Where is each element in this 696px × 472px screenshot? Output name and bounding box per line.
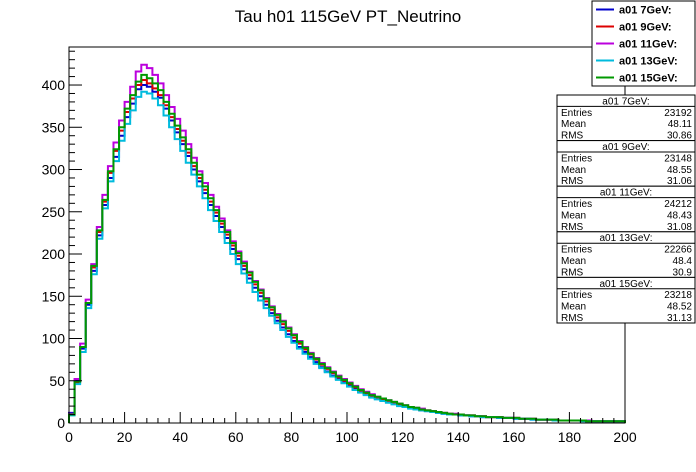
legend-label: a01 7GeV: bbox=[619, 5, 672, 17]
stats-row-label: Mean bbox=[561, 256, 586, 267]
x-tick-label: 140 bbox=[447, 429, 471, 445]
stats-row-label: Mean bbox=[561, 119, 586, 130]
x-tick-label: 180 bbox=[558, 429, 582, 445]
stats-box bbox=[556, 231, 696, 278]
series-4-histogram bbox=[68, 73, 626, 423]
chart-title: Tau h01 115GeV PT_Neutrino bbox=[235, 7, 462, 26]
stats-row-value: 48.4 bbox=[673, 256, 693, 267]
stats-row-label: Entries bbox=[561, 108, 592, 119]
x-tick-label: 40 bbox=[172, 429, 188, 445]
stats-title: a01 11GeV: bbox=[600, 188, 652, 199]
stats-row-label: Mean bbox=[561, 302, 586, 313]
stats-row-value: 23218 bbox=[664, 290, 692, 301]
stats-row-value: 48.11 bbox=[668, 119, 693, 130]
stats-row-value: 30.86 bbox=[667, 131, 692, 142]
stats-row-label: Entries bbox=[561, 199, 592, 210]
y-tick-label: 200 bbox=[42, 246, 66, 262]
stats-boxes: a01 7GeV: Entries 23192 Mean 48.11 RMS 30.86 a0… bbox=[556, 94, 696, 324]
y-tick-label: 300 bbox=[42, 162, 66, 178]
y-tick-label: 100 bbox=[42, 331, 66, 347]
y-tick-label: 350 bbox=[42, 119, 66, 135]
stats-box bbox=[556, 94, 696, 142]
x-tick-label: 120 bbox=[391, 429, 415, 445]
stats-row-value: 23148 bbox=[664, 153, 692, 164]
stats-row-label: RMS bbox=[561, 176, 584, 187]
stats-row-label: Entries bbox=[561, 153, 592, 164]
legend-label: a01 15GeV: bbox=[619, 73, 678, 85]
legend-label: a01 13GeV: bbox=[619, 56, 678, 68]
stats-row-value: 24212 bbox=[664, 199, 692, 210]
x-tick-label: 0 bbox=[65, 429, 73, 445]
stats-box bbox=[556, 185, 696, 233]
y-tick-label: 400 bbox=[42, 77, 66, 93]
stats-row-label: RMS bbox=[561, 267, 584, 278]
legend: a01 7GeV: a01 9GeV: a01 11GeV: a01 13GeV: a0… bbox=[591, 0, 696, 87]
y-tick-label: 0 bbox=[57, 415, 65, 431]
x-tick-label: 60 bbox=[228, 429, 244, 445]
stats-row-value: 48.55 bbox=[667, 165, 692, 176]
x-tick-label: 200 bbox=[613, 429, 637, 445]
legend-label: a01 11GeV: bbox=[619, 39, 677, 51]
y-tick-label: 150 bbox=[42, 288, 66, 304]
axis-layer: 0 20 40 60 80 100 120 140 160 180 200 0 50 100 150 200 2… bbox=[42, 50, 637, 445]
stats-title: a01 13GeV: bbox=[599, 233, 652, 244]
y-tick-label: 50 bbox=[49, 373, 65, 389]
stats-row-label: RMS bbox=[561, 222, 584, 233]
stats-row-value: 31.06 bbox=[667, 176, 692, 187]
stats-row-value: 22266 bbox=[664, 245, 692, 256]
stats-row-label: RMS bbox=[561, 131, 584, 142]
stats-title: a01 15GeV: bbox=[599, 279, 652, 290]
x-tick-label: 20 bbox=[117, 429, 133, 445]
stats-title: a01 9GeV: bbox=[602, 142, 649, 153]
stats-row-label: Mean bbox=[561, 210, 586, 221]
stats-row-label: Entries bbox=[561, 245, 592, 256]
stats-row-value: 48.43 bbox=[667, 210, 692, 221]
stats-row-label: Entries bbox=[561, 290, 592, 301]
x-tick-label: 160 bbox=[502, 429, 526, 445]
legend-label: a01 9GeV: bbox=[619, 22, 672, 34]
stats-row-label: RMS bbox=[561, 313, 584, 324]
y-tick-label: 250 bbox=[42, 204, 66, 220]
stats-row-value: 23192 bbox=[664, 108, 692, 119]
x-tick-label: 80 bbox=[284, 429, 300, 445]
stats-row-value: 31.08 bbox=[667, 222, 692, 233]
stats-title: a01 7GeV: bbox=[602, 96, 649, 107]
x-tick-label: 100 bbox=[335, 429, 359, 445]
stats-row-label: Mean bbox=[561, 165, 586, 176]
stats-box bbox=[556, 140, 696, 187]
stats-box bbox=[556, 276, 696, 324]
stats-row-value: 31.13 bbox=[667, 313, 692, 324]
stats-row-value: 48.52 bbox=[667, 302, 692, 313]
stats-row-value: 30.9 bbox=[673, 267, 693, 278]
series-layer bbox=[68, 63, 626, 423]
